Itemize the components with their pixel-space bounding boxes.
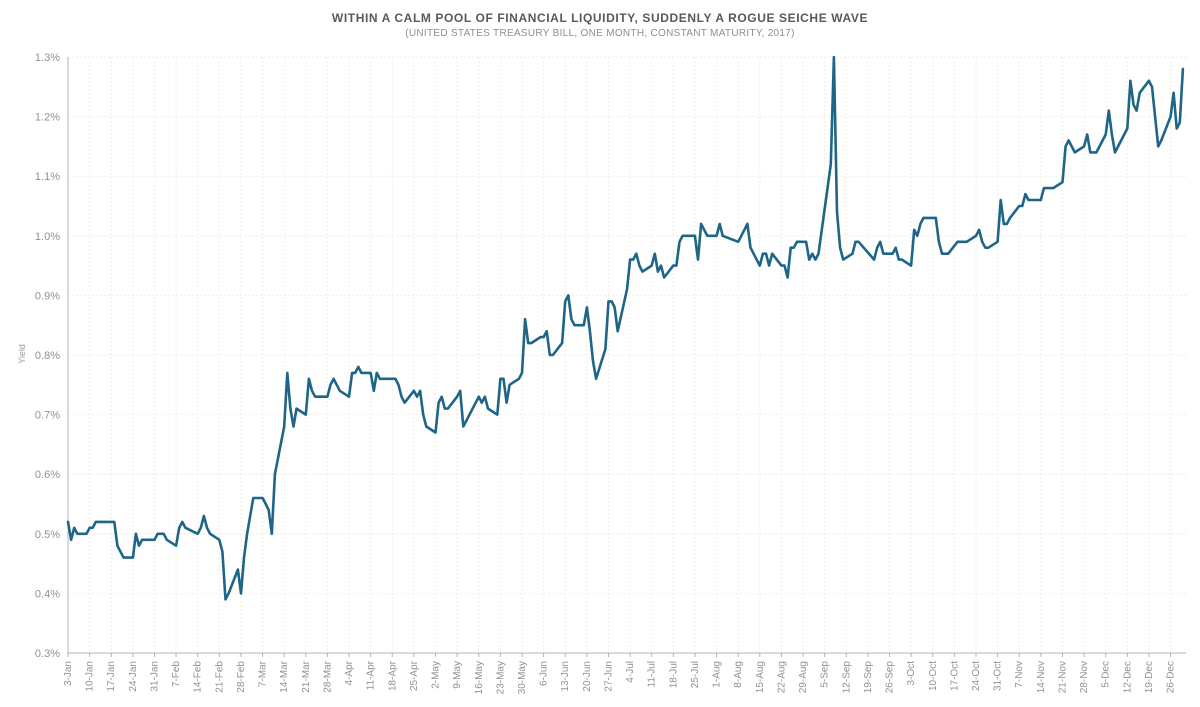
x-tick-label: 8-Aug — [733, 661, 744, 688]
x-tick-label: 18-Apr — [387, 660, 398, 691]
x-tick-label: 17-Jan — [106, 661, 117, 692]
y-tick-label: 0.3% — [35, 648, 60, 660]
x-tick-label: 10-Jan — [85, 661, 96, 692]
yield-series-line — [66, 55, 1185, 601]
x-tick-label: 14-Feb — [193, 661, 204, 693]
y-tick-label: 0.8% — [35, 350, 60, 362]
x-tick-label: 28-Nov — [1079, 661, 1090, 693]
chart-title: WITHIN A CALM POOL OF FINANCIAL LIQUIDIT… — [331, 11, 869, 25]
x-tick-label: 14-Mar — [279, 660, 290, 692]
y-tick-label: 0.6% — [35, 469, 60, 481]
x-tick-label: 19-Sep — [863, 661, 874, 694]
x-tick-label: 21-Nov — [1057, 661, 1068, 693]
x-tick-label: 12-Dec — [1122, 661, 1133, 693]
x-tick-label: 5-Dec — [1101, 661, 1112, 688]
x-tick-label: 12-Sep — [841, 661, 852, 694]
x-tick-label: 4-Jul — [625, 661, 636, 683]
x-tick-label: 7-Mar — [258, 660, 269, 687]
x-tick-label: 24-Oct — [971, 661, 982, 691]
x-tick-label: 5-Sep — [820, 661, 831, 688]
y-tick-label: 0.4% — [35, 588, 60, 600]
y-tick-label: 1.0% — [35, 231, 60, 243]
x-tick-label: 10-Oct — [928, 661, 939, 691]
x-tick-label: 3-Jan — [63, 661, 74, 686]
x-tick-label: 16-May — [474, 661, 485, 694]
x-tick-label: 21-Feb — [214, 661, 225, 693]
series-layer — [66, 55, 1185, 601]
x-tick-label: 28-Feb — [236, 661, 247, 693]
y-tick-label: 0.9% — [35, 290, 60, 302]
x-tick-label: 17-Oct — [949, 661, 960, 691]
x-tick-label: 3-Oct — [906, 661, 917, 686]
axis-layer: 0.3% 0.4% 0.5% 0.6% 0.7% 0.8% 0.9% 1.0% 1.1% 1.2%… — [35, 52, 1186, 694]
x-tick-label: 6-Jun — [539, 661, 550, 686]
x-tick-label: 4-Apr — [344, 660, 355, 685]
label-layer: Yield — [17, 344, 27, 364]
x-tick-label: 1-Aug — [712, 661, 723, 688]
x-tick-label: 23-May — [495, 661, 506, 694]
x-tick-label: 2-May — [431, 661, 442, 689]
x-tick-label: 7-Nov — [1014, 661, 1025, 688]
x-tick-label: 31-Jan — [149, 661, 160, 692]
y-tick-label: 1.3% — [35, 52, 60, 64]
y-tick-label: 1.1% — [35, 171, 60, 183]
x-tick-label: 28-Mar — [322, 660, 333, 692]
x-tick-label: 7-Feb — [171, 661, 182, 688]
x-tick-label: 11-Apr — [366, 660, 377, 690]
x-tick-label: 25-Jul — [690, 661, 701, 688]
x-tick-label: 14-Nov — [1036, 661, 1047, 693]
grid-layer — [67, 56, 1186, 653]
chart-subtitle: (UNITED STATES TREASURY BILL, ONE MONTH,… — [405, 28, 795, 39]
y-axis-label: Yield — [17, 344, 27, 364]
x-tick-label: 26-Dec — [1166, 661, 1177, 693]
x-tick-label: 9-May — [452, 661, 463, 689]
x-tick-label: 18-Jul — [668, 661, 679, 688]
x-tick-label: 11-Jul — [647, 661, 658, 688]
x-tick-label: 25-Apr — [409, 660, 420, 691]
x-tick-label: 29-Aug — [798, 661, 809, 693]
x-tick-label: 15-Aug — [755, 661, 766, 693]
y-tick-label: 0.7% — [35, 410, 60, 422]
x-tick-label: 27-Jun — [603, 661, 614, 692]
x-tick-label: 19-Dec — [1144, 661, 1155, 693]
x-tick-label: 24-Jan — [128, 661, 139, 692]
x-tick-label: 26-Sep — [885, 661, 896, 694]
x-tick-label: 20-Jun — [582, 661, 593, 692]
x-tick-label: 13-Jun — [560, 661, 571, 692]
y-tick-label: 1.2% — [35, 112, 60, 124]
x-tick-label: 30-May — [517, 661, 528, 694]
y-tick-label: 0.5% — [35, 529, 60, 541]
x-tick-label: 21-Mar — [301, 660, 312, 692]
x-tick-label: 31-Oct — [993, 661, 1004, 691]
x-tick-label: 22-Aug — [776, 661, 787, 693]
